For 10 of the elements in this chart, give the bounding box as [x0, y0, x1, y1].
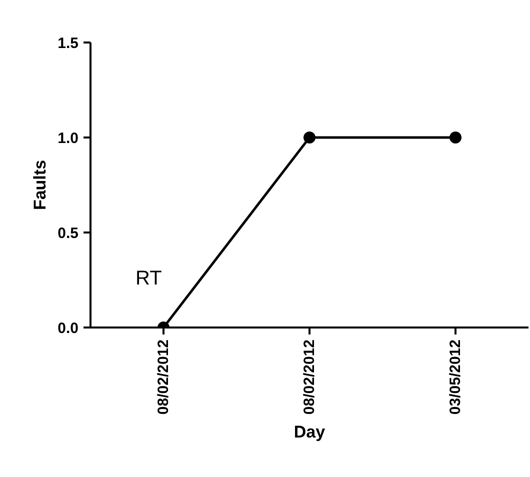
annotation: RT: [136, 268, 162, 290]
x-tick-label: 08/02/2012: [155, 339, 172, 415]
y-axis-title: Faults: [30, 160, 50, 210]
y-tick-label: 0.5: [58, 225, 79, 242]
y-tick-label: 0.0: [58, 320, 79, 337]
y-tick-label: 1.5: [58, 35, 79, 52]
x-axis-title: Day: [294, 422, 326, 442]
y-tick-label: 1.0: [58, 130, 79, 147]
x-tick-label: 03/05/2012: [447, 339, 464, 415]
x-tick-label: 08/02/2012: [301, 339, 318, 415]
